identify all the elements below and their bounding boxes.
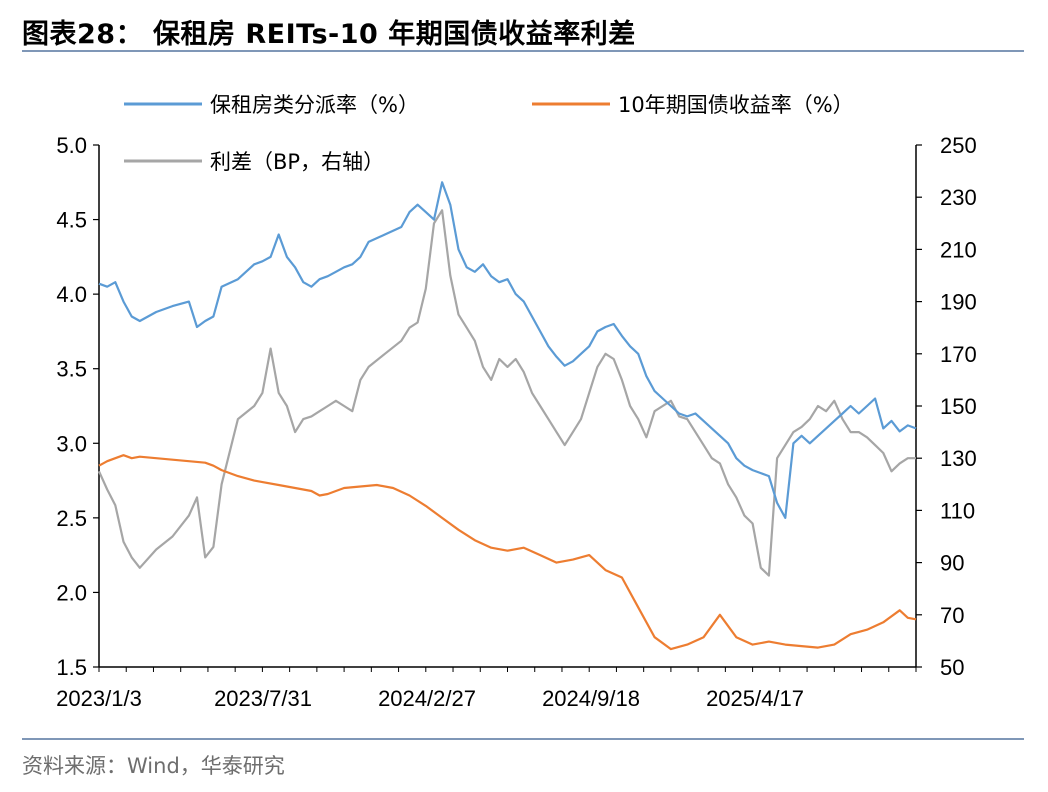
source-note: 资料来源：Wind，华泰研究 [22,754,285,778]
left-tick-label: 3.0 [56,431,87,456]
legend: 保租房类分派率（%） 10年期国债收益率（%） 利差（BP，右轴） [124,93,854,174]
right-tick-label: 190 [940,290,977,315]
right-tick-label: 250 [940,133,977,158]
series-line-bond [98,454,917,651]
right-tick-label: 150 [940,394,977,419]
left-tick-label: 1.5 [56,655,87,680]
x-tick-label: 2023/1/3 [56,686,142,711]
right-tick-label: 50 [940,655,964,680]
x-tick-label: 2024/2/27 [378,686,476,711]
source-divider [22,738,1024,740]
right-tick-label: 210 [940,237,977,262]
left-tick-label: 2.0 [56,580,87,605]
series-line-reits [98,181,917,519]
x-tick-label: 2025/4/17 [706,686,804,711]
right-tick-label: 90 [940,551,964,576]
left-tick-label: 5.0 [56,133,87,158]
right-tick-label: 130 [940,446,977,471]
series-lines [97,181,917,651]
x-tick-label: 2024/9/18 [542,686,640,711]
legend-label-bond: 10年期国债收益率（%） [618,93,854,117]
left-tick-label: 3.5 [56,357,87,382]
title-underline [22,50,1024,52]
series-line-spread [97,209,916,577]
legend-label-spread: 利差（BP，右轴） [210,150,384,174]
left-tick-label: 2.5 [56,506,87,531]
axes: 5.0 4.5 4.0 3.5 3.0 2.5 2.0 1.5 250 230 210 190 170 1… [56,133,977,711]
left-tick-label: 4.5 [56,208,87,233]
chart-title: 图表28： 保租房 REITs-10 年期国债收益率利差 [22,19,636,50]
left-tick-label: 4.0 [56,282,87,307]
x-tick-label: 2023/7/31 [214,686,312,711]
right-tick-label: 170 [940,342,977,367]
right-tick-label: 230 [940,185,977,210]
legend-label-reits: 保租房类分派率（%） [210,93,419,117]
right-tick-label: 110 [940,498,975,523]
right-tick-label: 70 [940,603,964,628]
